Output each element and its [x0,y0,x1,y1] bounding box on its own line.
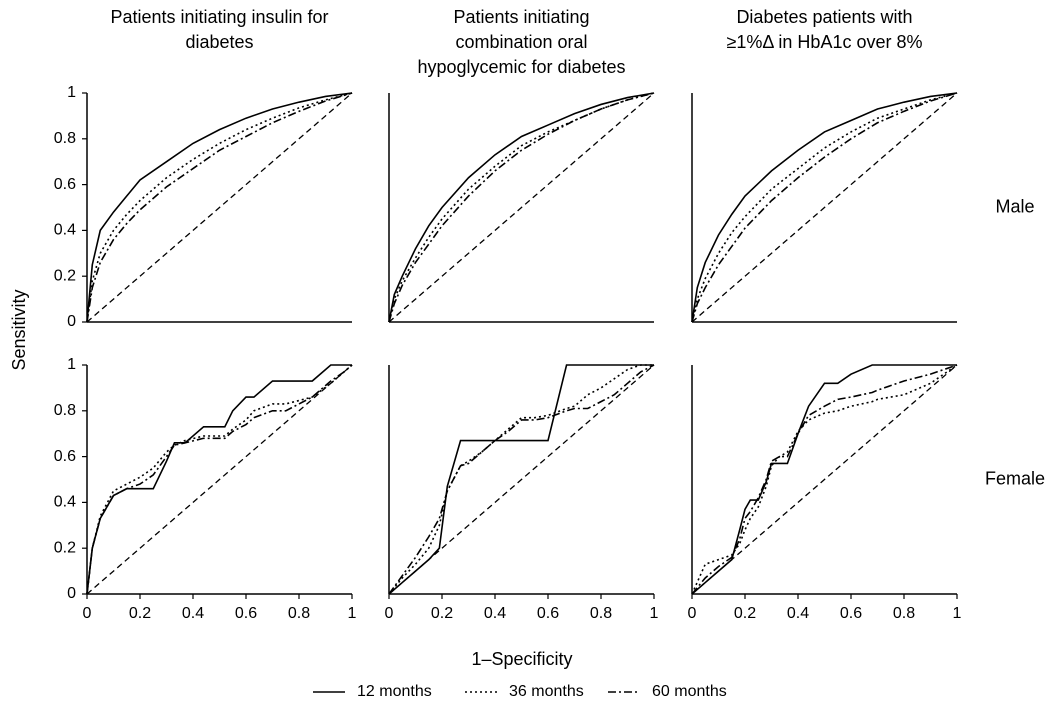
x-tick-label: 0.6 [840,605,862,622]
panel-title: Patients initiating [453,7,589,27]
reference-diagonal [691,364,958,595]
y-tick-label: 0.4 [54,494,76,511]
y-tick-label: 0.2 [54,539,76,556]
y-tick-label: 0 [67,585,76,602]
panel-title: diabetes [185,32,253,52]
roc-curve [86,364,353,595]
roc-curve [691,364,958,595]
x-tick-label: 0.2 [734,605,756,622]
roc-curve [691,364,958,595]
row-label: Female [985,468,1045,488]
x-tick-label: 1 [953,605,962,622]
panel-title: combination oral [455,32,587,52]
x-tick-label: 0.4 [787,605,809,622]
y-tick-label: 0.4 [54,222,76,239]
x-tick-label: 0 [83,605,92,622]
x-tick-label: 1 [650,605,659,622]
x-tick-label: 1 [348,605,357,622]
x-tick-label: 0 [688,605,697,622]
y-tick-label: 0.6 [54,448,76,465]
roc-curve [691,92,958,323]
roc-curve [86,92,353,323]
roc-curve [86,92,353,323]
x-tick-label: 0.8 [590,605,612,622]
x-tick-label: 0.4 [484,605,506,622]
roc-curve [86,364,353,595]
roc-curve [691,92,958,323]
legend-label: 36 months [509,683,584,700]
panel-title: ≥1%Δ in HbA1c over 8% [727,32,923,52]
roc-curve [388,364,655,595]
roc-curve [691,92,958,323]
y-tick-label: 0.6 [54,176,76,193]
panel-title: hypoglycemic for diabetes [417,57,625,77]
x-tick-label: 0.2 [431,605,453,622]
legend-label: 60 months [652,683,727,700]
x-tick-label: 0.4 [182,605,204,622]
x-tick-label: 0.8 [288,605,310,622]
x-axis-label: 1–Specificity [471,649,572,669]
y-tick-label: 0 [67,313,76,330]
y-axis-label: Sensitivity [9,289,29,370]
legend-label: 12 months [357,683,432,700]
roc-curve [388,92,655,323]
reference-diagonal [691,92,958,323]
row-label: Male [995,196,1034,216]
x-tick-label: 0.2 [129,605,151,622]
y-tick-label: 1 [67,356,76,373]
y-tick-label: 0.2 [54,267,76,284]
x-tick-label: 0.8 [893,605,915,622]
panel-title: Diabetes patients with [736,7,912,27]
reference-diagonal [86,92,353,323]
x-tick-label: 0 [385,605,394,622]
roc-curve [388,364,654,595]
reference-diagonal [388,364,655,595]
roc-curve [691,364,957,595]
y-tick-label: 0.8 [54,402,76,419]
y-tick-label: 1 [67,84,76,101]
roc-curve [388,92,655,323]
reference-diagonal [388,92,655,323]
x-tick-label: 0.6 [235,605,257,622]
x-tick-label: 0.6 [537,605,559,622]
y-tick-label: 0.8 [54,130,76,147]
reference-diagonal [86,364,353,595]
panel-title: Patients initiating insulin for [110,7,328,27]
